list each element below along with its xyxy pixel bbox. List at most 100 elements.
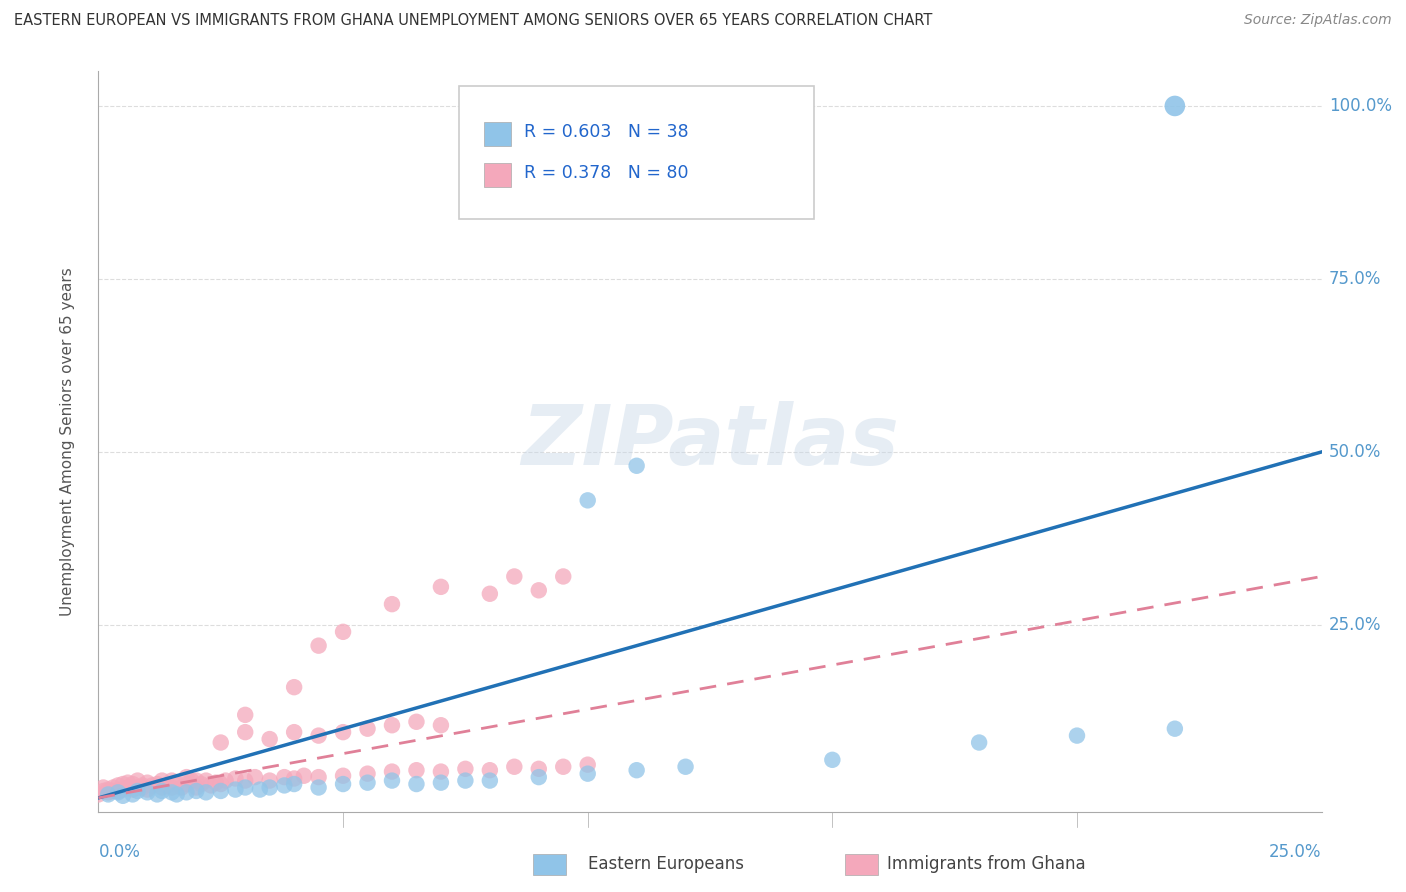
Point [381,597,404,611]
Point [259,773,281,788]
Point [146,777,169,791]
Point [283,680,305,694]
Point [136,782,159,797]
Point [405,714,427,729]
Point [381,718,404,732]
Point [381,764,404,779]
Point [259,732,281,747]
Point [308,780,330,795]
Point [233,773,256,788]
Point [127,784,149,798]
Point [131,779,153,793]
Text: 0.0%: 0.0% [98,843,141,861]
Point [430,580,453,594]
Point [156,779,179,793]
Point [136,785,159,799]
Point [967,735,990,749]
Point [209,777,232,791]
Point [821,753,844,767]
Point [160,785,183,799]
Point [186,784,208,798]
Point [180,773,202,788]
Point [454,762,477,776]
Point [141,779,163,793]
Point [527,770,550,784]
Text: EASTERN EUROPEAN VS IMMIGRANTS FROM GHANA UNEMPLOYMENT AMONG SENIORS OVER 65 YEA: EASTERN EUROPEAN VS IMMIGRANTS FROM GHAN… [14,13,932,29]
Point [503,569,526,583]
Point [478,773,501,788]
Point [527,762,550,776]
Point [405,777,427,791]
Point [576,493,599,508]
Point [121,788,143,802]
Point [356,722,378,736]
Point [233,780,256,795]
Point [186,773,208,788]
Point [150,780,173,795]
Point [430,775,453,789]
Point [308,639,330,653]
Text: R = 0.603   N = 38: R = 0.603 N = 38 [524,123,689,141]
Point [150,784,173,798]
Point [626,763,648,777]
Point [87,788,110,802]
Text: 75.0%: 75.0% [1329,270,1381,288]
Point [283,772,305,786]
Point [553,760,575,774]
Point [150,773,173,788]
Point [107,779,129,793]
Point [356,775,378,789]
Point [209,735,232,749]
Text: 50.0%: 50.0% [1329,443,1381,461]
Point [1164,722,1187,736]
Point [233,707,256,722]
Point [209,784,232,798]
Point [224,772,246,786]
Point [111,789,134,803]
Point [405,763,427,777]
Point [381,773,404,788]
Point [273,770,295,784]
FancyBboxPatch shape [845,854,877,875]
Point [195,773,218,788]
Point [200,779,222,793]
Text: 25.0%: 25.0% [1270,843,1322,861]
Point [553,569,575,583]
Point [176,777,198,791]
Point [249,782,271,797]
Text: Source: ZipAtlas.com: Source: ZipAtlas.com [1244,13,1392,28]
FancyBboxPatch shape [460,87,814,219]
Point [111,777,134,791]
Point [136,775,159,789]
Point [527,583,550,598]
Text: R = 0.378   N = 80: R = 0.378 N = 80 [524,164,689,182]
Point [478,587,501,601]
FancyBboxPatch shape [533,854,565,875]
Point [121,777,143,791]
FancyBboxPatch shape [484,122,510,146]
Point [356,766,378,780]
Point [430,718,453,732]
Point [576,766,599,780]
Point [121,782,143,797]
Point [170,780,193,795]
Point [308,770,330,784]
Point [308,729,330,743]
Point [97,788,120,802]
Point [503,760,526,774]
Point [190,777,212,791]
Point [1066,729,1088,743]
Point [675,760,697,774]
Point [332,769,354,783]
Point [576,757,599,772]
Point [107,785,129,799]
Point [91,780,114,795]
Point [166,788,188,802]
Point [332,777,354,791]
Point [273,779,295,793]
Point [176,770,198,784]
Point [292,769,315,783]
Point [160,773,183,788]
Point [430,764,453,779]
Point [131,780,153,795]
